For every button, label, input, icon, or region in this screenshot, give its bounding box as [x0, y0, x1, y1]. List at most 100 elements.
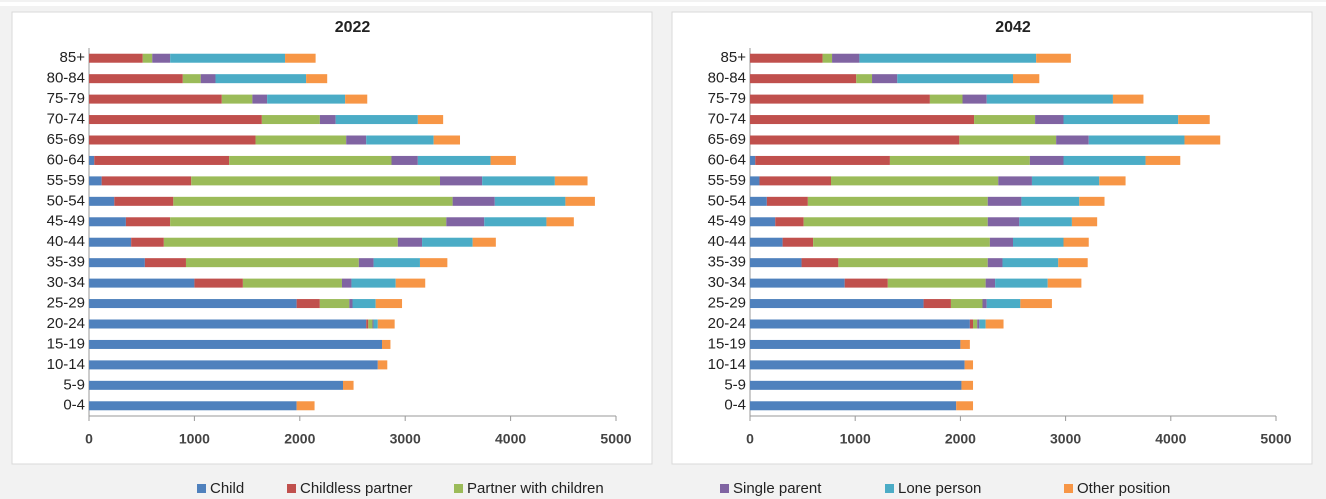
bar-segment [358, 258, 374, 268]
bar-segment [750, 176, 760, 186]
y-tick-label: 40-44 [47, 233, 85, 250]
bar-segment [750, 380, 962, 390]
x-tick-label: 3000 [390, 431, 421, 447]
bar-segment [750, 135, 960, 145]
bar-segment [373, 319, 378, 329]
bar-segment [229, 155, 392, 165]
bar-segment [446, 217, 485, 227]
y-tick-label: 35-39 [708, 254, 746, 271]
bar-segment [969, 319, 974, 329]
x-tick-label: 3000 [1050, 431, 1081, 447]
y-tick-label: 50-54 [708, 192, 746, 209]
bar-segment [395, 278, 426, 288]
bar-segment [285, 53, 316, 63]
y-tick-label: 75-79 [47, 90, 85, 107]
bar-segment [856, 74, 873, 84]
y-tick-label: 10-14 [47, 356, 85, 373]
bar-segment [565, 196, 595, 206]
x-tick-label: 0 [85, 431, 93, 447]
bar-segment [89, 237, 132, 247]
bar-segment [1031, 176, 1100, 186]
bar-segment [170, 217, 447, 227]
bar-segment [221, 94, 253, 104]
bar-segment [750, 360, 965, 370]
y-tick-label: 55-59 [47, 172, 85, 189]
bar-segment [296, 401, 315, 411]
bar-segment [803, 217, 988, 227]
bar-segment [372, 319, 374, 329]
bar-segment [1184, 135, 1221, 145]
y-tick-label: 60-64 [47, 151, 85, 168]
bar-segment [101, 176, 192, 186]
bar-segment [832, 53, 860, 63]
bar-segment [1071, 217, 1098, 227]
bar-segment [191, 176, 440, 186]
bar-segment [987, 196, 1022, 206]
bar-segment [345, 94, 368, 104]
y-tick-label: 30-34 [47, 274, 85, 291]
bar-segment [89, 299, 297, 309]
bar-segment [859, 53, 1037, 63]
legend-label: Lone person [898, 480, 981, 497]
bar-segment [343, 380, 354, 390]
bar-segment [391, 155, 418, 165]
y-tick-label: 5-9 [63, 376, 85, 393]
bar-segment [979, 319, 986, 329]
bar-segment [750, 237, 783, 247]
bar-segment [89, 94, 222, 104]
bar-segment [163, 237, 398, 247]
y-tick-label: 40-44 [708, 233, 746, 250]
bar-segment [89, 155, 95, 165]
bar-segment [215, 74, 307, 84]
y-tick-label: 55-59 [708, 172, 746, 189]
bar-segment [986, 94, 1113, 104]
x-tick-label: 2000 [945, 431, 976, 447]
bar-segment [887, 278, 986, 288]
bar-segment [319, 299, 350, 309]
legend-label: Single parent [733, 480, 822, 497]
bar-segment [1079, 196, 1105, 206]
y-tick-label: 45-49 [47, 213, 85, 230]
bar-segment [755, 155, 890, 165]
bar-segment [977, 319, 980, 329]
bar-segment [889, 155, 1030, 165]
legend-label: Other position [1077, 480, 1170, 497]
bar-segment [831, 176, 999, 186]
bar-segment [382, 339, 391, 349]
y-tick-label: 0-4 [724, 397, 746, 414]
bar-segment [89, 258, 145, 268]
legend-swatch [885, 484, 894, 493]
bar-segment [494, 196, 566, 206]
bar-segment [89, 278, 195, 288]
bar-segment [261, 115, 320, 125]
bar-segment [89, 115, 262, 125]
bar-segment [89, 217, 126, 227]
bar-segment [1063, 115, 1179, 125]
bar-segment [844, 278, 888, 288]
bar-segment [985, 278, 996, 288]
y-tick-label: 50-54 [47, 192, 85, 209]
bar-segment [131, 237, 164, 247]
bar-segment [929, 94, 963, 104]
x-tick-label: 4000 [495, 431, 526, 447]
bar-segment [89, 401, 297, 411]
bar-segment [956, 401, 974, 411]
bar-segment [142, 53, 153, 63]
bar-segment [987, 258, 1003, 268]
bar-segment [989, 237, 1013, 247]
bar-segment [1021, 196, 1080, 206]
bar-segment [152, 53, 171, 63]
bar-segment [173, 196, 453, 206]
bar-segment [452, 196, 495, 206]
bar-segment [433, 135, 461, 145]
bar-segment [1036, 53, 1071, 63]
bar-segment [349, 299, 353, 309]
bar-segment [296, 299, 320, 309]
y-tick-label: 25-29 [708, 295, 746, 312]
bar-segment [950, 299, 983, 309]
bar-segment [959, 135, 1057, 145]
bar-segment [422, 237, 473, 247]
bar-segment [750, 53, 823, 63]
bar-segment [125, 217, 171, 227]
legend-label: Child [210, 480, 244, 497]
